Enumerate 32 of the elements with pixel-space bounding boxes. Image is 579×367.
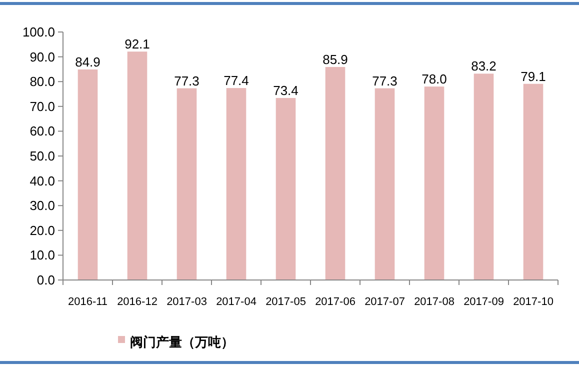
x-tick-label: 2017-04 <box>216 296 256 308</box>
x-tick-label: 2016-12 <box>117 296 158 308</box>
x-tick-label: 2017-08 <box>414 296 454 308</box>
legend-label: 阀门产量（万吨） <box>130 334 234 350</box>
y-tick-label: 0.0 <box>36 272 55 288</box>
y-tick-label: 50.0 <box>30 148 55 164</box>
x-tick-label: 2017-06 <box>315 296 356 308</box>
x-tick-label: 2017-03 <box>166 296 207 308</box>
data-label: 79.1 <box>520 68 546 84</box>
y-tick-label: 20.0 <box>30 222 55 238</box>
x-tick-label: 2017-10 <box>513 296 554 308</box>
data-label: 77.3 <box>174 73 200 88</box>
y-tick-label: 10.0 <box>30 248 55 263</box>
data-label: 73.4 <box>273 82 298 98</box>
data-label: 85.9 <box>322 52 348 67</box>
data-label: 77.3 <box>372 73 398 88</box>
x-tick-label: 2016-11 <box>68 296 108 308</box>
y-tick-label: 100.0 <box>22 24 55 40</box>
data-label: 78.0 <box>422 72 447 87</box>
data-label: 83.2 <box>471 58 496 74</box>
y-tick-label: 90.0 <box>30 49 55 64</box>
x-tick-label: 2017-07 <box>364 296 405 308</box>
x-tick-label: 2017-09 <box>464 296 504 308</box>
y-tick-label: 30.0 <box>30 198 55 214</box>
data-label: 84.9 <box>75 54 100 70</box>
y-tick-label: 40.0 <box>30 173 55 188</box>
y-tick-label: 80.0 <box>30 74 55 90</box>
x-tick-label: 2017-05 <box>266 296 306 308</box>
y-tick-label: 70.0 <box>30 98 55 114</box>
data-label: 77.4 <box>224 73 249 88</box>
data-label: 92.1 <box>124 36 150 52</box>
y-tick-label: 60.0 <box>30 124 55 139</box>
